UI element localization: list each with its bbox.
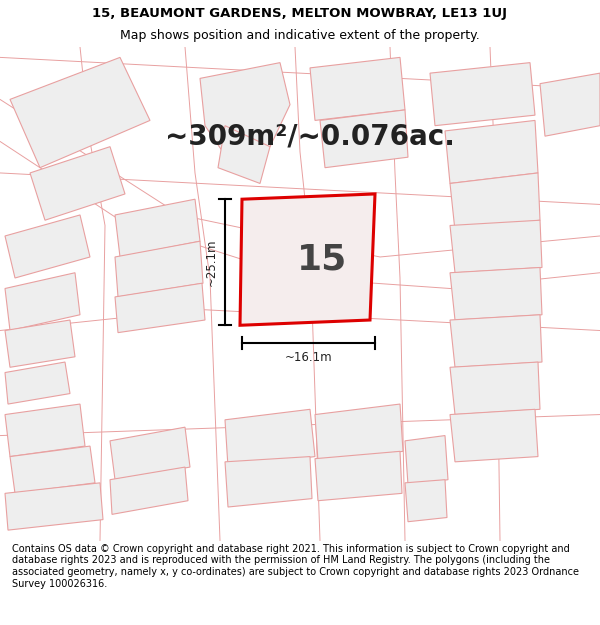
Polygon shape <box>110 467 188 514</box>
Polygon shape <box>450 173 540 231</box>
Polygon shape <box>450 220 542 272</box>
Polygon shape <box>405 480 447 522</box>
Text: ~25.1m: ~25.1m <box>205 239 218 286</box>
Polygon shape <box>225 457 312 507</box>
Polygon shape <box>315 451 402 501</box>
Polygon shape <box>115 241 203 297</box>
Polygon shape <box>430 62 535 126</box>
Polygon shape <box>5 272 80 331</box>
Polygon shape <box>225 409 315 467</box>
Polygon shape <box>30 147 125 220</box>
Polygon shape <box>320 110 408 168</box>
Text: 15: 15 <box>296 242 347 277</box>
Polygon shape <box>450 315 542 368</box>
Text: ~16.1m: ~16.1m <box>284 351 332 364</box>
Polygon shape <box>5 320 75 368</box>
Polygon shape <box>5 362 70 404</box>
Polygon shape <box>10 446 95 493</box>
Text: 15, BEAUMONT GARDENS, MELTON MOWBRAY, LE13 1UJ: 15, BEAUMONT GARDENS, MELTON MOWBRAY, LE… <box>92 7 508 19</box>
Polygon shape <box>315 404 403 462</box>
Polygon shape <box>200 62 290 162</box>
Polygon shape <box>115 283 205 332</box>
Polygon shape <box>445 121 538 184</box>
Polygon shape <box>310 58 405 121</box>
Polygon shape <box>450 362 540 414</box>
Text: Map shows position and indicative extent of the property.: Map shows position and indicative extent… <box>120 29 480 42</box>
Text: Contains OS data © Crown copyright and database right 2021. This information is : Contains OS data © Crown copyright and d… <box>12 544 579 589</box>
Polygon shape <box>450 409 538 462</box>
Polygon shape <box>218 126 270 184</box>
Polygon shape <box>5 215 90 278</box>
Polygon shape <box>450 268 542 320</box>
Polygon shape <box>240 194 375 325</box>
Polygon shape <box>10 58 150 168</box>
Text: ~309m²/~0.076ac.: ~309m²/~0.076ac. <box>165 122 455 150</box>
Polygon shape <box>5 404 85 457</box>
Polygon shape <box>115 199 200 257</box>
Polygon shape <box>5 483 103 530</box>
Polygon shape <box>110 427 190 480</box>
Polygon shape <box>405 436 448 485</box>
Polygon shape <box>540 73 600 136</box>
